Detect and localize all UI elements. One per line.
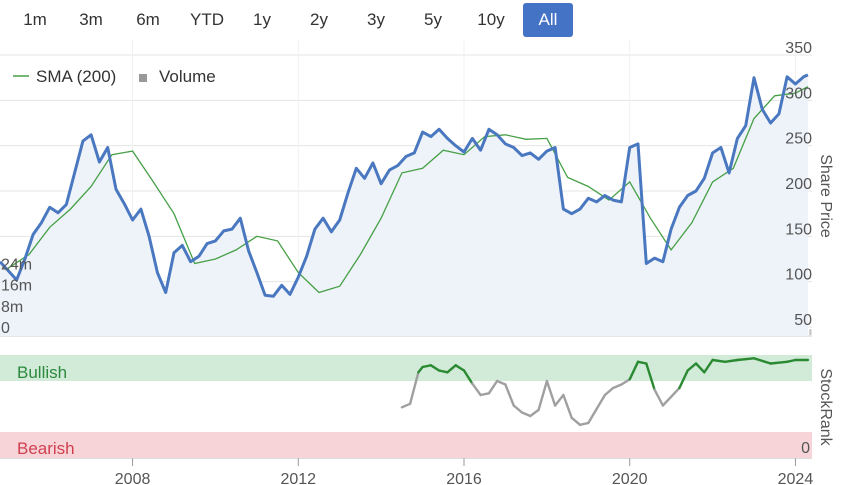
range-button-all[interactable]: All	[523, 3, 573, 37]
stockrank-segment	[471, 382, 482, 397]
y-right-tick-label: 350	[785, 40, 812, 57]
stockrank-segment	[446, 364, 457, 374]
legend: SMA (200) Volume	[13, 67, 216, 86]
bearish-label: Bearish	[17, 439, 75, 458]
stockrank-segment	[429, 364, 441, 372]
y-right-tick-label: 100	[785, 267, 812, 284]
stockrank-segment	[703, 358, 714, 374]
stockrank-segment	[408, 371, 420, 405]
stockrank-segment	[495, 379, 507, 386]
stockrank-segment	[785, 358, 797, 363]
stockrank-segment	[669, 386, 681, 398]
stockrank-axis-title: StockRank	[817, 368, 834, 446]
y-right-tick-label: 50	[794, 312, 812, 329]
stockrank-segment	[512, 404, 524, 414]
axis-labels: 50 100 150 200 250 300 350 2008 2012 2016 2020 2024…	[1, 40, 834, 485]
stockrank-segment	[620, 378, 631, 386]
stockrank-segment	[587, 407, 598, 425]
stockrank-segment	[653, 388, 665, 407]
y-left-tick-label: 8m	[1, 299, 23, 316]
x-tick-label: 2012	[280, 471, 316, 485]
x-tick-label: 2016	[446, 471, 482, 485]
range-button-5y[interactable]: 5y	[424, 10, 442, 29]
legend-volume-marker	[139, 74, 147, 82]
stockrank-segment	[570, 416, 582, 426]
y-right-tick-label: 150	[785, 221, 812, 238]
y-right-axis-title: Share Price	[817, 154, 834, 238]
volume-bar	[809, 329, 812, 335]
stockrank-segment	[479, 392, 491, 397]
range-button-10y[interactable]: 10y	[477, 10, 505, 29]
y-right-tick-label: 200	[785, 176, 812, 193]
stockrank-segment	[603, 386, 615, 397]
stockrank-segment	[694, 362, 706, 374]
range-button-3m[interactable]: 3m	[79, 10, 103, 29]
stockrank-segment	[611, 383, 623, 390]
bearish-band	[0, 432, 812, 458]
stockrank-segment	[529, 408, 540, 418]
legend-volume-label: Volume	[159, 67, 216, 86]
stockrank-segment	[636, 360, 648, 365]
price-area	[0, 74, 808, 337]
stockrank-segment	[437, 369, 449, 374]
stockrank-tick-label: 0	[801, 440, 810, 457]
stockrank-segment	[487, 379, 499, 395]
range-selector: 1m 3m 6m YTD 1y 2y 3y 5y 10y All	[0, 3, 600, 37]
range-button-1m[interactable]: 1m	[23, 10, 47, 29]
stockrank-segment	[400, 402, 412, 409]
y-left-tick-label: 16m	[1, 278, 32, 295]
stockrank-segment	[454, 364, 466, 372]
stockrank-segment	[711, 358, 727, 363]
stockrank-segment	[686, 362, 698, 372]
range-button-6m[interactable]: 6m	[136, 10, 160, 29]
stockrank-segment	[628, 360, 640, 381]
x-tick-label: 2024	[778, 471, 814, 485]
stockrank-bands: Bullish Bearish	[0, 355, 812, 458]
stockrank-segment	[595, 393, 607, 411]
stockrank-segment	[645, 362, 656, 391]
stockrank-segment	[462, 369, 474, 385]
stockrank-segment	[723, 358, 739, 363]
y-right-tick-label: 300	[785, 85, 812, 102]
bullish-band	[0, 355, 812, 381]
stockrank-line	[400, 357, 810, 426]
x-tick-label: 2008	[115, 471, 151, 485]
stockrank-segment	[736, 357, 756, 362]
stockrank-segment	[537, 379, 549, 412]
stockrank-segment	[661, 395, 673, 407]
stockrank-segment	[553, 393, 565, 407]
stockrank-segment	[769, 360, 789, 365]
y-right-tick-label: 250	[785, 131, 812, 148]
price-line	[0, 73, 809, 298]
stockrank-segment	[421, 364, 433, 369]
stockrank-segment	[678, 369, 689, 390]
stockrank-segment	[520, 411, 532, 418]
sma-line	[7, 86, 809, 294]
legend-sma-label: SMA (200)	[36, 67, 116, 86]
stockrank-segment	[752, 357, 772, 365]
range-button-2y[interactable]: 2y	[310, 10, 328, 29]
range-button-1y[interactable]: 1y	[253, 10, 271, 29]
range-button-3y[interactable]: 3y	[367, 10, 385, 29]
stockrank-segment	[562, 393, 573, 419]
range-button-ytd[interactable]: YTD	[190, 10, 224, 29]
x-tick-label: 2020	[612, 471, 648, 485]
y-left-tick-label: 0	[1, 320, 10, 337]
stockrank-segment	[545, 379, 557, 407]
stockrank-segment	[504, 383, 515, 407]
bullish-label: Bullish	[17, 363, 67, 382]
y-left-tick-label: 24m	[1, 257, 32, 274]
stockrank-segment	[578, 421, 590, 426]
